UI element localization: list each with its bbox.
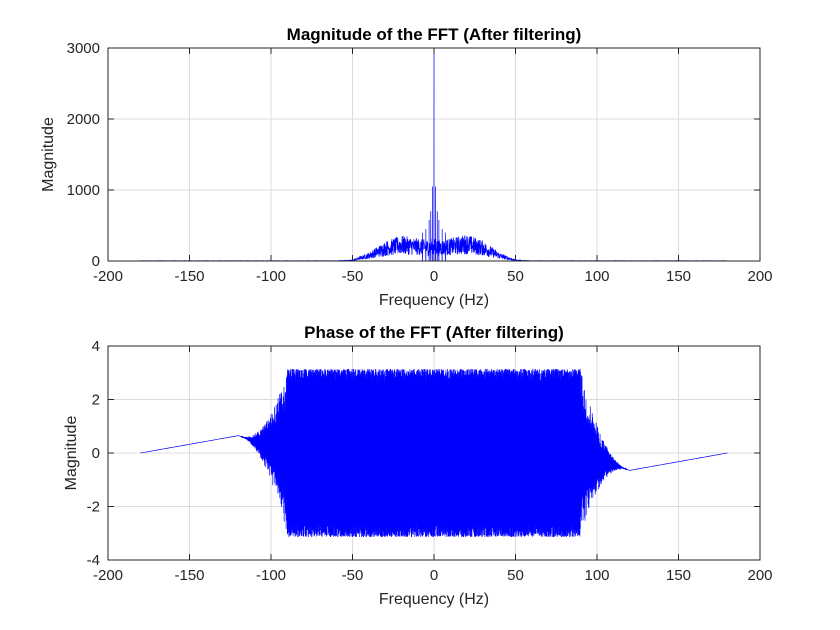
magnitude-xtick-label-7: 150 — [666, 268, 691, 285]
magnitude-xtick-label-4: 0 — [430, 268, 438, 285]
phase-axes: -200 -150 -100 -50 0 50 100 150 200 -4 -2 0 2 4 Phase … — [63, 323, 773, 608]
phase-title: Phase of the FFT (After filtering) — [304, 323, 564, 342]
magnitude-ytick-label-0: 0 — [92, 253, 100, 270]
magnitude-xlabel: Frequency (Hz) — [379, 292, 489, 309]
magnitude-xtick-label-2: -100 — [256, 268, 286, 285]
magnitude-xtick-label-6: 100 — [584, 268, 609, 285]
phase-ytick-label-3: 2 — [92, 392, 100, 409]
phase-xtick-label-7: 150 — [666, 567, 691, 584]
phase-xtick-label-8: 200 — [747, 567, 772, 584]
phase-xtick-label-1: -150 — [174, 567, 204, 584]
phase-series-line — [140, 369, 728, 537]
phase-xtick-label-0: -200 — [93, 567, 123, 584]
phase-xlabel: Frequency (Hz) — [379, 591, 489, 608]
magnitude-xtick-label-0: -200 — [93, 268, 123, 285]
magnitude-title: Magnitude of the FFT (After filtering) — [287, 25, 582, 44]
magnitude-ytick-label-2: 2000 — [67, 111, 100, 128]
phase-ytick-label-0: -4 — [87, 552, 100, 569]
phase-xtick-label-4: 0 — [430, 567, 438, 584]
magnitude-xtick-label-8: 200 — [747, 268, 772, 285]
phase-xtick-label-2: -100 — [256, 567, 286, 584]
magnitude-axes: -200 -150 -100 -50 0 50 100 150 2000100020003000… — [40, 25, 773, 309]
magnitude-ytick-label-1: 1000 — [67, 182, 100, 199]
magnitude-xtick-label-5: 50 — [507, 268, 524, 285]
phase-xtick-label-3: -50 — [342, 567, 364, 584]
magnitude-xtick-label-1: -150 — [174, 268, 204, 285]
magnitude-ytick-label-3: 3000 — [67, 40, 100, 57]
magnitude-ylabel: Magnitude — [40, 117, 57, 192]
phase-ytick-label-4: 4 — [92, 338, 100, 355]
magnitude-xtick-label-3: -50 — [342, 268, 364, 285]
phase-ytick-label-2: 0 — [92, 445, 100, 462]
phase-ylabel: Magnitude — [63, 416, 80, 491]
phase-ytick-label-1: -2 — [87, 499, 100, 516]
phase-xtick-label-5: 50 — [507, 567, 524, 584]
phase-xtick-label-6: 100 — [584, 567, 609, 584]
